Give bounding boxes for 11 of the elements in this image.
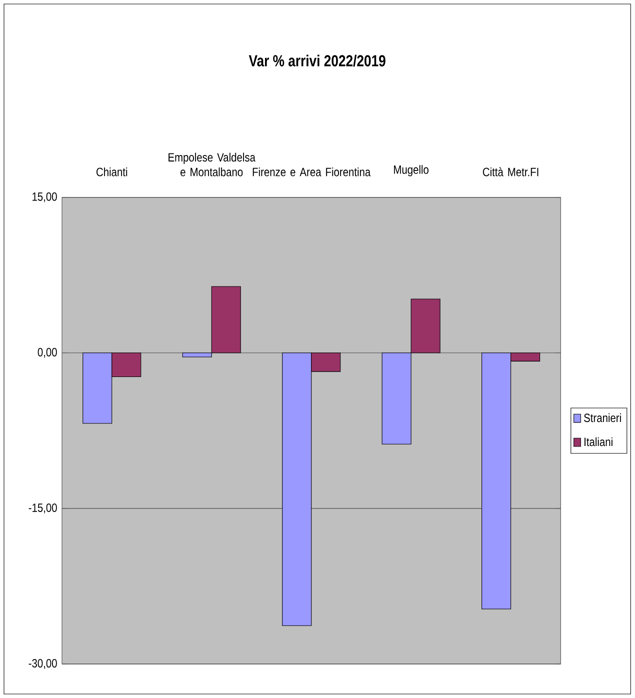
x-tick-label: Città Metr.FI <box>483 167 538 176</box>
chart-title: Var % arrivi 2022/2019 <box>249 54 386 67</box>
y-tick-label: -15,00 <box>29 503 58 514</box>
y-tick-label: 15,00 <box>32 192 58 202</box>
y-tick-label: -30,00 <box>29 659 58 669</box>
y-tick-label: 0,00 <box>38 348 58 358</box>
legend-label: Italiani <box>584 437 613 446</box>
x-tick-label: Chianti <box>96 167 128 176</box>
x-tick-label: Firenze e Area Fiorentina <box>253 167 371 176</box>
x-tick-label: Mugello <box>394 165 429 176</box>
legend-label: Stranieri <box>584 413 622 422</box>
